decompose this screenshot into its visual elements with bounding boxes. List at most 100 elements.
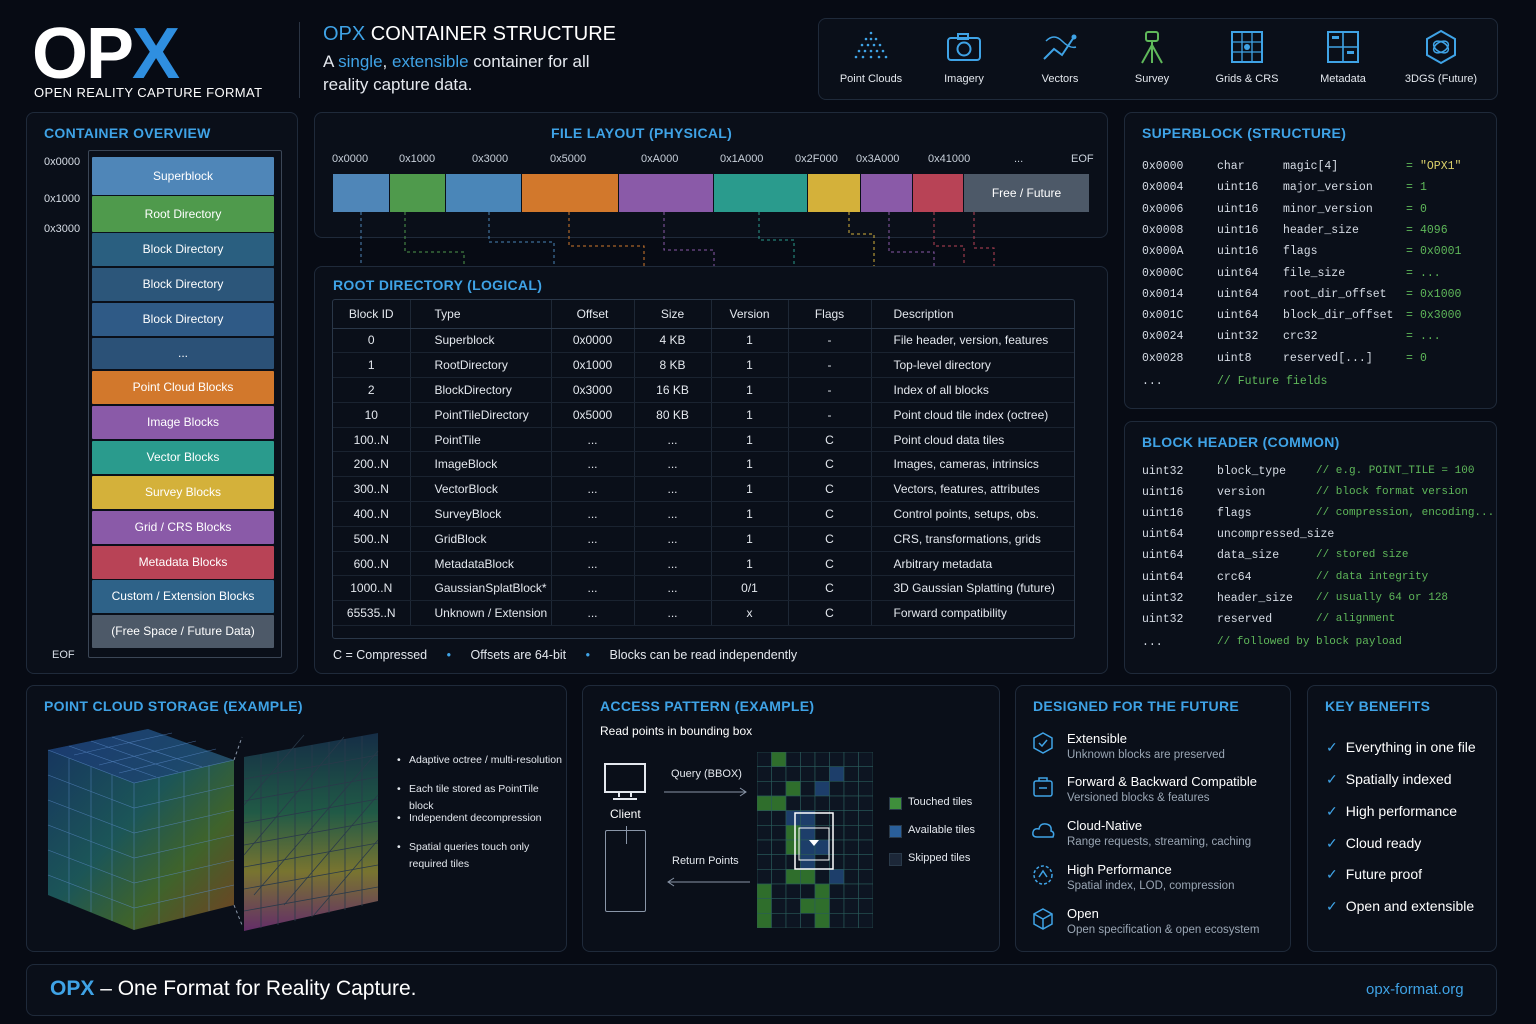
grid-tile [843,752,859,767]
grid-tile [843,883,859,899]
grid-tile [757,766,772,782]
bh-field: header_size [1217,591,1293,605]
bh-field: version [1217,486,1266,500]
bh-field: block_type [1217,465,1287,478]
table-cell: 1 [711,427,789,453]
table-cell: 1 [711,328,789,354]
access-pattern-title: ACCESS PATTERN (EXAMPLE) [600,698,815,714]
grid-tile [814,913,830,928]
table-header-row: Block ID Type Offset Size Version Flags Descri… [333,300,1074,329]
grid-tile [785,898,801,914]
layout-connector-lines [360,212,995,270]
sb-comment: // Future fields [1217,375,1328,388]
future-item-sub: Versioned blocks & features [1067,792,1210,804]
grid-tile [858,766,873,782]
sb-value: 0x3000 [1420,309,1462,323]
sb-type: uint16 [1217,181,1259,195]
container-overview-title: CONTAINER OVERVIEW [44,125,211,141]
sb-equals: = [1406,202,1413,216]
grid-tile [814,869,830,885]
table-cell: 0/1 [711,575,789,602]
table-row: 2 BlockDirectory 0x3000 16 KB 1- Index of all… [333,377,1074,403]
sb-type: uint16 [1217,202,1259,216]
grid-tile [843,766,859,782]
grid-tile [800,913,816,928]
page-title: OPX CONTAINER STRUCTURE [323,23,616,45]
container-stack-frame [88,150,282,658]
table-cell: 200..N [333,451,411,478]
grid-tile [858,883,873,899]
table-cell: 65535..N [333,600,411,627]
sb-offset: 0x000C [1142,266,1184,280]
sb-offset: 0x0004 [1142,181,1184,195]
benefit-item: ✓ Cloud ready [1326,835,1422,851]
data-type-label: 3DGS (Future) [1404,73,1478,85]
grid-tile [829,825,845,841]
layout-segment [714,174,807,212]
sb-type: char [1217,160,1245,173]
layout-segment [446,174,521,212]
sb-equals: = [1406,330,1413,344]
table-row: 0 Superblock 0x0000 4 KB 1- File header, vers… [333,328,1074,354]
table-frame [332,299,1075,639]
table-row: 65535..N Unknown / Extension...... x C Forwa… [333,600,1074,627]
table-row: 1 RootDirectory 0x1000 8 KB 1- Top-level dire… [333,352,1074,379]
sb-offset: 0x000A [1142,245,1184,259]
benefit-item: ✓ Future proof [1326,866,1422,882]
sb-field: major_version [1283,181,1373,195]
bh-comment: // compression, encoding... [1316,507,1495,520]
sb-offset: 0x0014 [1142,287,1184,301]
data-type-imagery: Imagery [916,29,1012,85]
sb-offset: 0x0028 [1142,351,1184,365]
grid-tile [814,883,830,899]
grid-tile [771,825,787,841]
sb-type: uint32 [1217,330,1259,344]
table-cell: 1 [711,476,789,503]
future-title: DESIGNED FOR THE FUTURE [1033,698,1240,714]
metadata-icon [1327,31,1359,63]
data-type-label: Vectors [1041,73,1079,85]
bh-type: uint64 [1142,528,1184,542]
bh-type: ... [1142,635,1163,649]
table-row: 400..N SurveyBlock...... 1 C Control points,… [333,501,1074,527]
table-cell: ... [634,600,712,627]
grid-tile [771,883,787,899]
table-cell: ... [634,501,712,527]
table-cell: Images, cameras, intrinsics [871,451,1074,478]
access-subtitle: Read points in bounding box [600,724,753,738]
grid-tile [843,854,859,870]
table-cell: Control points, setups, obs. [871,501,1074,527]
grid-tile [771,898,787,914]
data-type-grids-crs: Grids & CRS [1199,29,1295,85]
table-cell: 2 [333,377,411,403]
future-item-title: Forward & Backward Compatible [1067,774,1258,789]
container-offset: 0x0000 [44,156,81,168]
table-cell: ... [634,575,712,602]
bounding-box-inner [798,827,830,861]
bh-comment: // data integrity [1316,570,1429,583]
table-cell: 0x3000 [551,377,635,403]
benefits-panel [1307,685,1497,952]
point-cloud-bullet: Adaptive octree / multi-resolution [397,752,564,769]
grid-tile [757,869,772,885]
grid-tile [757,839,772,855]
grid-tile [814,766,830,782]
grid-tile [858,825,873,841]
grid-tile [843,795,859,811]
grid-tile [800,854,816,870]
check-icon: ✓ [1326,739,1338,755]
sb-type: uint64 [1217,309,1259,323]
grid-tile [771,839,787,855]
container-offset: 0x1000 [44,193,81,205]
footer-link[interactable]: opx-format.org [1366,981,1464,998]
point-cloud-bullet: Spatial queries touch only required tile… [397,839,559,873]
octree-illustration [47,729,379,931]
grid-tile [829,869,845,885]
grid-tile [858,839,873,855]
layout-offset-label: 0x2F000 [795,153,838,165]
layout-segment [522,174,618,212]
table-cell: RootDirectory [410,352,552,379]
sb-offset: ... [1142,375,1163,388]
data-type-label: Survey [1134,73,1170,85]
grid-tile [800,781,816,797]
